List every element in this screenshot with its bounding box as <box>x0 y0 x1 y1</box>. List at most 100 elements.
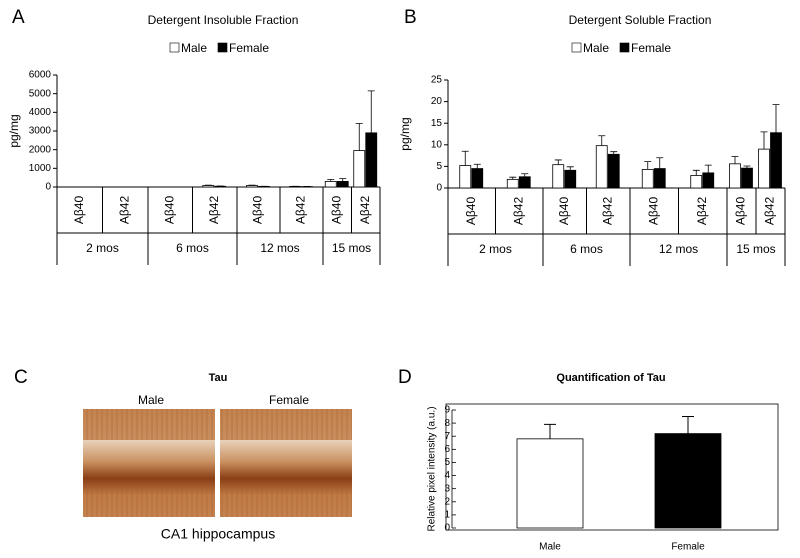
group-label: 2 mos <box>86 241 119 255</box>
error-bar <box>743 165 751 169</box>
bar <box>202 185 215 188</box>
x-tick-label: Aβ40 <box>557 197 571 226</box>
error-bar <box>760 131 768 150</box>
bar <box>506 178 519 189</box>
x-tick-label: Aβ42 <box>117 196 131 225</box>
bar <box>471 168 484 189</box>
group-label: 15 mos <box>736 242 775 256</box>
x-tick-label: Aβ42 <box>600 197 614 226</box>
y-tick-label: 5000 <box>29 88 52 99</box>
bar <box>516 438 584 529</box>
error-bar <box>327 179 335 182</box>
bar <box>353 150 366 188</box>
bar <box>770 132 782 189</box>
x-tick-label: Aβ40 <box>251 196 265 225</box>
y-tick-label: 8 <box>444 418 450 429</box>
y-tick-label: 6000 <box>29 70 52 81</box>
y-tick-label: 0 <box>436 183 442 194</box>
error-bar <box>566 166 574 171</box>
error-bar <box>644 161 652 170</box>
bar <box>518 176 531 189</box>
x-tick-label: Aβ42 <box>358 196 372 225</box>
bar <box>564 169 577 189</box>
group-label: 6 mos <box>570 242 603 256</box>
error-bar <box>473 163 481 169</box>
legend-swatch <box>217 42 228 53</box>
y-tick-label: 25 <box>431 75 443 86</box>
y-tick-label: 9 <box>444 405 450 416</box>
bar <box>365 132 378 188</box>
y-tick-label: 4 <box>444 470 450 481</box>
bar <box>741 167 753 189</box>
group-label: 2 mos <box>479 242 512 256</box>
error-bar <box>692 169 700 176</box>
y-axis-label: Relative pixel intensity (a.u.) <box>427 406 438 531</box>
x-tick-label: Aβ40 <box>162 196 176 225</box>
y-tick-label: 0 <box>444 523 450 534</box>
error-bar <box>731 156 739 164</box>
error-bar <box>461 150 469 166</box>
y-tick-label: 3 <box>444 483 450 494</box>
error-bar <box>772 104 780 133</box>
y-tick-label: 10 <box>431 139 443 150</box>
micrograph <box>83 409 215 517</box>
y-tick-label: 3000 <box>29 126 52 137</box>
x-tick-label: Aβ40 <box>72 196 86 225</box>
y-axis-label: pg/mg <box>398 117 412 150</box>
image-label: Female <box>269 393 309 407</box>
error-bar <box>704 164 712 173</box>
bar <box>459 165 472 189</box>
y-tick-label: 1000 <box>29 163 52 174</box>
legend-swatch <box>619 42 630 53</box>
image-caption: CA1 hippocampus <box>161 526 275 542</box>
panel-letter: A <box>12 7 25 28</box>
group-label: 12 mos <box>260 241 299 255</box>
panel-letter: B <box>404 7 417 28</box>
x-tick-label: Aβ40 <box>734 197 748 226</box>
group-label: 15 mos <box>332 241 371 255</box>
x-tick-label: Aβ40 <box>646 197 660 226</box>
y-axis-label: pg/mg <box>7 114 21 147</box>
image-title: Tau <box>209 372 228 384</box>
error-bar <box>610 151 618 155</box>
y-tick-label: 7 <box>444 431 450 442</box>
panel-letter: C <box>14 367 28 388</box>
error-bar <box>656 157 664 169</box>
chart-title: Quantification of Tau <box>556 372 665 384</box>
error-bar <box>544 423 556 439</box>
error-bar <box>682 416 694 434</box>
group-label: 6 mos <box>176 241 209 255</box>
bar <box>758 148 770 189</box>
y-tick-label: 15 <box>431 118 443 129</box>
legend-swatch <box>571 42 582 53</box>
image-label: Male <box>138 393 164 407</box>
bar <box>653 168 666 189</box>
error-bar <box>509 176 517 180</box>
x-tick-label: Aβ42 <box>511 197 525 226</box>
y-tick-label: 5 <box>444 457 450 468</box>
y-tick-label: 2 <box>444 496 450 507</box>
error-bar <box>367 90 375 133</box>
y-tick-label: 20 <box>431 96 443 107</box>
x-tick-label: Aβ42 <box>763 197 777 226</box>
legend-label: Male <box>181 41 207 55</box>
y-tick-label: 4000 <box>29 107 52 118</box>
bar <box>324 180 337 188</box>
bar <box>595 145 608 189</box>
legend-label: Male <box>583 41 609 55</box>
bar <box>336 180 349 188</box>
error-bar <box>554 159 562 165</box>
y-tick-label: 5 <box>436 161 442 172</box>
error-bar <box>339 178 347 182</box>
x-tick-label: Male <box>539 542 561 553</box>
error-bar <box>598 135 606 146</box>
plot-frame <box>445 403 779 531</box>
x-tick-label: Aβ40 <box>464 197 478 226</box>
bar <box>690 175 703 189</box>
y-tick-label: 2000 <box>29 144 52 155</box>
bar <box>702 172 715 189</box>
bar <box>729 163 741 189</box>
y-tick-label: 1 <box>444 510 450 521</box>
micrograph <box>220 409 352 517</box>
